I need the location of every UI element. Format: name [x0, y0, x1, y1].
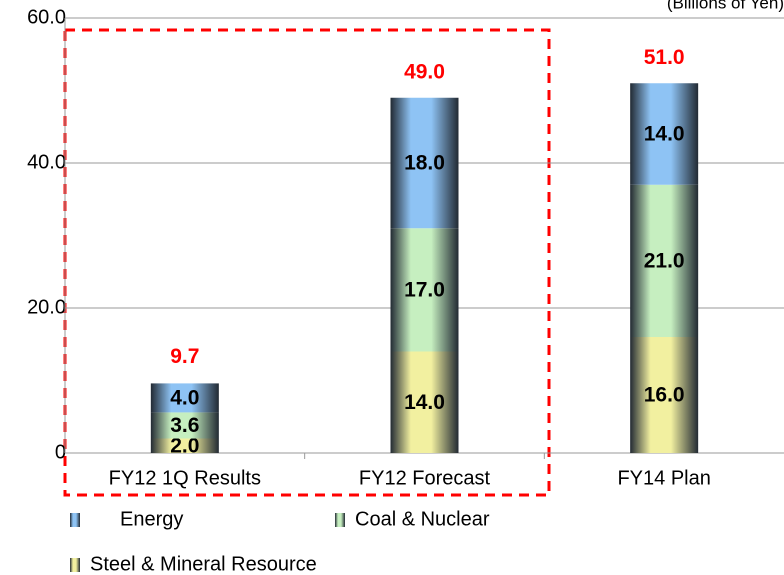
bar-segment: [630, 83, 699, 185]
bar-segment: [630, 184, 699, 337]
bar-segment: [150, 383, 219, 413]
bar-segment: [390, 97, 459, 229]
legend-label: Energy: [120, 508, 183, 530]
total-label: 51.0: [644, 46, 685, 69]
bar-segment: [150, 412, 219, 439]
legend-swatch: [70, 558, 80, 572]
highlight-box: [63, 28, 551, 497]
data-label: 3.6: [170, 414, 199, 437]
y-tick-label: 40.0: [27, 151, 66, 173]
data-label: 17.0: [404, 278, 445, 301]
data-label: 2.0: [170, 434, 199, 457]
unit-note: (Billions of Yen): [667, 0, 784, 12]
bar-segment: [390, 228, 459, 352]
legend-swatch: [70, 513, 80, 527]
total-label: 9.7: [170, 345, 199, 368]
data-label: 14.0: [644, 123, 685, 146]
data-label: 4.0: [170, 386, 199, 409]
bar-segment: [390, 351, 459, 453]
data-label: 18.0: [404, 152, 445, 175]
y-tick-label: 20.0: [27, 296, 66, 318]
data-label: 14.0: [404, 391, 445, 414]
legend-label: Steel & Mineral Resource: [90, 553, 317, 575]
y-tick-label: 60.0: [27, 6, 66, 28]
total-label: 49.0: [404, 60, 445, 83]
bar-segment: [150, 438, 219, 453]
bar-segment: [630, 337, 699, 453]
legend-label: Coal & Nuclear: [355, 508, 490, 530]
data-label: 16.0: [644, 384, 685, 407]
legend-swatch: [335, 513, 345, 527]
y-tick-label: 0: [55, 441, 66, 463]
data-label: 21.0: [644, 249, 685, 272]
x-tick-label: FY12 Forecast: [359, 467, 491, 489]
x-tick-label: FY14 Plan: [617, 467, 710, 489]
x-tick-label: FY12 1Q Results: [109, 467, 261, 489]
